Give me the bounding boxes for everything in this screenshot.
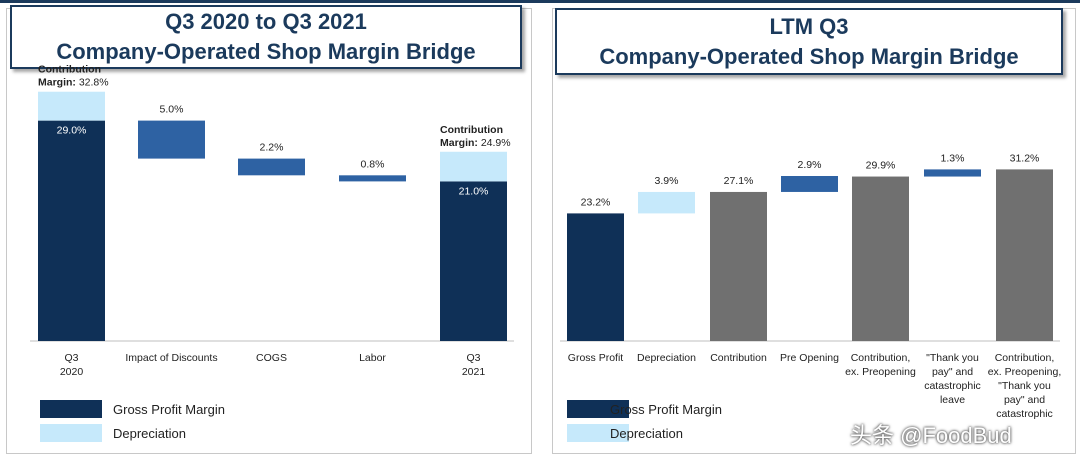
- bar-total-6: [996, 169, 1053, 341]
- left-title-line1: Q3 2020 to Q3 2021: [165, 9, 367, 34]
- right-x-tick-label-5-0: "Thank you: [926, 352, 979, 364]
- bar-total-2: [710, 191, 767, 341]
- bar-change-5: [924, 169, 981, 177]
- bar-change-2: [238, 158, 305, 176]
- legend-swatch-dep-left: [40, 424, 102, 442]
- legend-swatch-dep-right: [567, 424, 629, 442]
- contribution-label-4: Contribution: [440, 124, 503, 136]
- right-x-tick-label-6-0: Contribution,: [995, 352, 1055, 364]
- right-x-tick-label-4-0: Contribution,: [851, 352, 911, 364]
- contribution-label-0: Contribution: [38, 64, 101, 76]
- bar-gross-4: [440, 181, 507, 341]
- x-tick-label-1-0: Impact of Discounts: [125, 352, 217, 364]
- right-x-tick-label-0-0: Gross Profit: [568, 352, 624, 364]
- legend-label-gross-right: Gross Profit Margin: [610, 402, 722, 417]
- watermark: 头条 @FoodBud: [850, 423, 1012, 448]
- bar-total-4: [852, 176, 909, 341]
- right-bar-value-label-0: 23.2%: [581, 196, 611, 208]
- right-x-tick-label-5-3: leave: [940, 394, 965, 406]
- bar-value-label-0: 29.0%: [57, 125, 87, 137]
- left-title-line2: Company-Operated Shop Margin Bridge: [56, 39, 476, 64]
- contribution-margin-label-0: Margin: 32.8%: [38, 77, 109, 89]
- contribution-margin-label-4: Margin: 24.9%: [440, 137, 511, 149]
- right-x-tick-label-6-1: ex. Preopening,: [988, 366, 1062, 378]
- bar-depreciation-4: [440, 151, 507, 182]
- bar-change-3: [339, 175, 406, 182]
- right-bar-value-label-5: 1.3%: [941, 152, 965, 164]
- right-x-tick-label-1-0: Depreciation: [637, 352, 696, 364]
- bar-value-label-4: 21.0%: [459, 185, 489, 197]
- top-rule: [0, 0, 1080, 3]
- bar-change-1: [138, 120, 205, 159]
- bar-value-label-2: 2.2%: [260, 142, 284, 154]
- right-x-tick-label-6-2: "Thank you: [998, 380, 1051, 392]
- legend-label-dep-right: Depreciation: [610, 426, 683, 441]
- x-tick-label-4-1: 2021: [462, 366, 486, 378]
- x-tick-label-2-0: COGS: [256, 352, 287, 364]
- legend-swatch-gross-left: [40, 400, 102, 418]
- right-x-tick-label-5-1: pay" and: [932, 366, 973, 378]
- bar-total-0: [567, 213, 624, 341]
- legend-label-dep-left: Depreciation: [113, 426, 186, 441]
- x-tick-label-4-0: Q3: [466, 352, 480, 364]
- left-chart-title: Q3 2020 to Q3 2021 Company-Operated Shop…: [10, 5, 522, 69]
- legend-label-gross-left: Gross Profit Margin: [113, 402, 225, 417]
- right-x-tick-label-5-2: catastrophic: [924, 380, 981, 392]
- legend-swatch-gross-right: [567, 400, 629, 418]
- x-tick-label-3-0: Labor: [359, 352, 386, 364]
- right-bar-value-label-4: 29.9%: [866, 160, 896, 172]
- right-bar-value-label-6: 31.2%: [1010, 152, 1040, 164]
- right-x-tick-label-4-1: ex. Preopening: [845, 366, 916, 378]
- bar-gross-0: [38, 120, 105, 341]
- right-chart-title: LTM Q3 Company-Operated Shop Margin Brid…: [555, 8, 1063, 75]
- right-chart-panel: [552, 8, 1076, 454]
- bar-change-3: [781, 176, 838, 192]
- right-title-line1: LTM Q3: [769, 13, 849, 39]
- x-tick-label-0-0: Q3: [64, 352, 78, 364]
- x-tick-label-0-1: 2020: [60, 366, 84, 378]
- bar-change-1: [638, 191, 695, 214]
- right-bar-value-label-3: 2.9%: [798, 159, 822, 171]
- right-x-tick-label-6-4: catastrophic: [996, 408, 1053, 420]
- right-bar-value-label-2: 27.1%: [724, 175, 754, 187]
- right-x-tick-label-2-0: Contribution: [710, 352, 767, 364]
- right-title-line2: Company-Operated Shop Margin Bridge: [599, 43, 1019, 69]
- right-x-tick-label-6-3: pay" and: [1004, 394, 1045, 406]
- bar-depreciation-0: [38, 91, 105, 121]
- right-bar-value-label-1: 3.9%: [655, 175, 679, 187]
- right-x-tick-label-3-0: Pre Opening: [780, 352, 839, 364]
- bar-value-label-3: 0.8%: [361, 158, 385, 170]
- bar-value-label-1: 5.0%: [160, 104, 184, 116]
